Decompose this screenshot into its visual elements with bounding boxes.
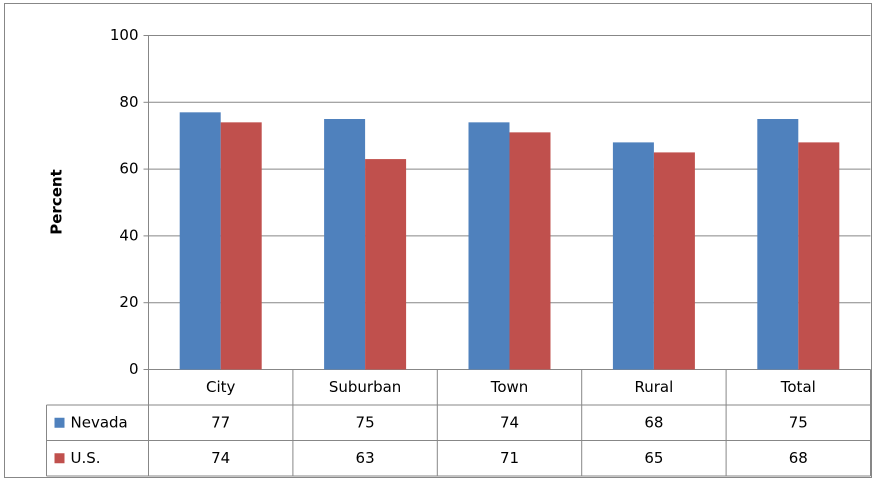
table-value: 63	[356, 449, 375, 467]
table-value: 75	[356, 413, 375, 431]
legend-swatch	[54, 453, 65, 464]
bar	[798, 142, 840, 370]
bar	[612, 142, 654, 370]
y-tick-label: 20	[119, 293, 138, 311]
table-value: 71	[500, 449, 519, 467]
bar	[179, 112, 221, 370]
y-tick-label: 100	[110, 26, 139, 44]
y-tick-label: 60	[119, 160, 138, 178]
x-tick-label: Total	[780, 378, 816, 396]
y-axis-label: Percent	[48, 169, 66, 234]
table-value: 74	[211, 449, 230, 467]
bar	[509, 132, 551, 370]
bar	[365, 159, 407, 370]
table-value: 68	[789, 449, 808, 467]
bar	[653, 152, 695, 370]
table-value: 77	[211, 413, 230, 431]
y-tick-label: 80	[119, 93, 138, 111]
y-tick-label: 0	[129, 360, 139, 378]
bar	[757, 119, 799, 370]
bar	[468, 122, 510, 370]
legend-label: Nevada	[71, 413, 128, 431]
x-tick-label: Rural	[635, 378, 674, 396]
bar	[220, 122, 262, 370]
table-value: 75	[789, 413, 808, 431]
table-value: 74	[500, 413, 519, 431]
y-tick-label: 40	[119, 226, 138, 244]
x-tick-label: City	[206, 378, 236, 396]
x-tick-label: Town	[490, 378, 529, 396]
x-tick-label: Suburban	[329, 378, 401, 396]
table-value: 68	[644, 413, 663, 431]
legend-label: U.S.	[71, 449, 101, 467]
legend-swatch	[54, 417, 65, 428]
table-value: 65	[644, 449, 663, 467]
bar	[324, 119, 366, 370]
